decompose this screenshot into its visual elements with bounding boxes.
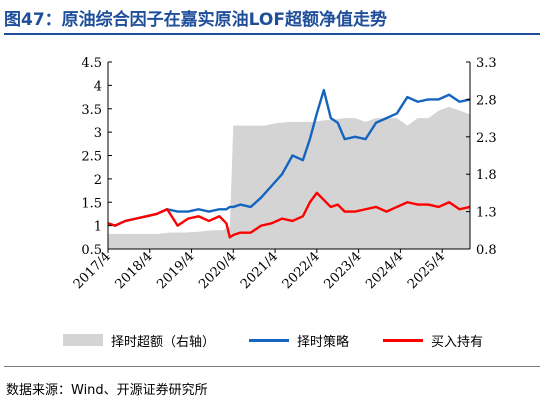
chart-plot: 0.5 1 1.5 2 2.5 3 3.5 4 4.5 0.8 1.3 1.8 2.3 2.8 3.3 201…	[71, 56, 497, 292]
legend-item-excess: 择时超额（右轴）	[62, 331, 215, 350]
series-line-timing	[107, 88, 471, 227]
left-tick-label: 0.5	[81, 243, 102, 258]
left-tick-label: 3	[94, 126, 102, 141]
legend-item-hold: 买入持有	[383, 331, 483, 350]
figure-title: 图47：原油综合因子在嘉实原油LOF超额净值走势	[4, 10, 387, 30]
title-divider	[4, 33, 540, 35]
left-tick-label: 4.5	[81, 56, 102, 71]
left-tick-label: 4	[94, 79, 102, 94]
left-tick-label: 2.5	[81, 150, 102, 165]
right-tick-label: 2.3	[476, 131, 497, 146]
x-tick-label: 2018/4	[113, 249, 156, 292]
x-tick-label: 2020/4	[196, 249, 239, 292]
source-note: 数据来源：Wind、开源证券研究所	[6, 383, 208, 398]
chart-legend: 择时超额（右轴） 择时策略 买入持有	[0, 328, 546, 352]
x-tick-label: 2021/4	[238, 249, 281, 292]
right-tick-label: 2.8	[476, 93, 497, 108]
source-divider	[4, 366, 540, 367]
left-tick-label: 3.5	[81, 103, 102, 118]
series-area-excess	[108, 106, 470, 249]
right-tick-label: 1.8	[476, 168, 497, 183]
legend-item-timing: 择时策略	[248, 331, 349, 350]
legend-swatch-timing	[248, 338, 289, 342]
series-line-hold	[107, 191, 471, 239]
legend-label-timing: 择时策略	[296, 334, 349, 350]
legend-label-excess: 择时超额（右轴）	[110, 334, 215, 350]
right-tick-label: 0.8	[476, 243, 497, 258]
left-tick-label: 1	[94, 220, 102, 235]
x-tick-label: 2023/4	[321, 249, 364, 292]
left-tick-label: 1.5	[81, 196, 102, 211]
right-tick-label: 3.3	[476, 56, 497, 71]
legend-swatch-excess	[62, 334, 103, 346]
x-tick-label: 2024/4	[363, 249, 406, 292]
x-tick-label: 2022/4	[280, 249, 323, 292]
legend-label-hold: 买入持有	[431, 334, 484, 350]
left-tick-label: 2	[94, 173, 102, 188]
x-tick-label: 2019/4	[154, 249, 197, 292]
legend-swatch-hold	[383, 338, 423, 342]
right-tick-label: 1.3	[476, 206, 497, 221]
x-tick-label: 2025/4	[405, 249, 448, 292]
